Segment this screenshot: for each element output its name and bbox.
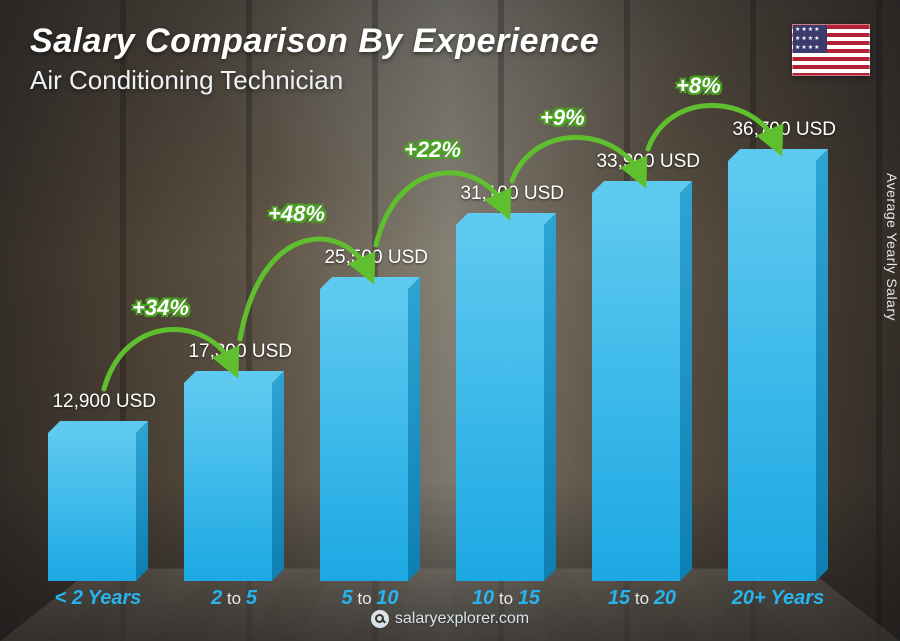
search-icon — [371, 610, 389, 628]
x-category: 15 to 20 — [574, 587, 710, 610]
page-title: Salary Comparison By Experience — [30, 22, 870, 61]
x-category-a: 20+ — [732, 587, 766, 609]
x-category: 2 to 5 — [166, 587, 302, 610]
x-category-b: 10 — [376, 587, 398, 609]
x-category-sep: to — [222, 589, 246, 608]
x-category-b: Years — [770, 587, 824, 609]
increase-pct: +8% — [676, 73, 721, 99]
x-category: < 2 Years — [30, 587, 166, 610]
flag-icon — [792, 24, 870, 76]
x-category-a: 5 — [342, 587, 353, 609]
x-category-a: 15 — [608, 587, 630, 609]
salary-bar-chart: 12,900 USD17,300 USD25,500 USD31,100 USD… — [30, 120, 850, 581]
x-category-a: 10 — [472, 587, 494, 609]
footer: salaryexplorer.com — [0, 610, 900, 633]
x-category-a: 2 — [211, 587, 222, 609]
x-category-b: 15 — [518, 587, 540, 609]
x-category-b: Years — [88, 587, 142, 609]
x-category: 5 to 10 — [302, 587, 438, 610]
x-category: 10 to 15 — [438, 587, 574, 610]
increase-arc: +8% — [30, 120, 850, 581]
x-category-sep: to — [630, 589, 654, 608]
x-category-sep: to — [353, 589, 377, 608]
x-category-b: 20 — [654, 587, 676, 609]
page-subtitle: Air Conditioning Technician — [30, 65, 870, 96]
x-category-b: 5 — [246, 587, 257, 609]
header: Salary Comparison By Experience Air Cond… — [30, 22, 870, 96]
x-category-sep: to — [494, 589, 518, 608]
x-category: 20+ Years — [710, 587, 846, 610]
x-category-a: < 2 — [55, 587, 83, 609]
site-link[interactable]: salaryexplorer.com — [371, 610, 529, 628]
y-axis-label: Average Yearly Salary — [884, 173, 900, 321]
site-link-label: salaryexplorer.com — [395, 610, 529, 628]
